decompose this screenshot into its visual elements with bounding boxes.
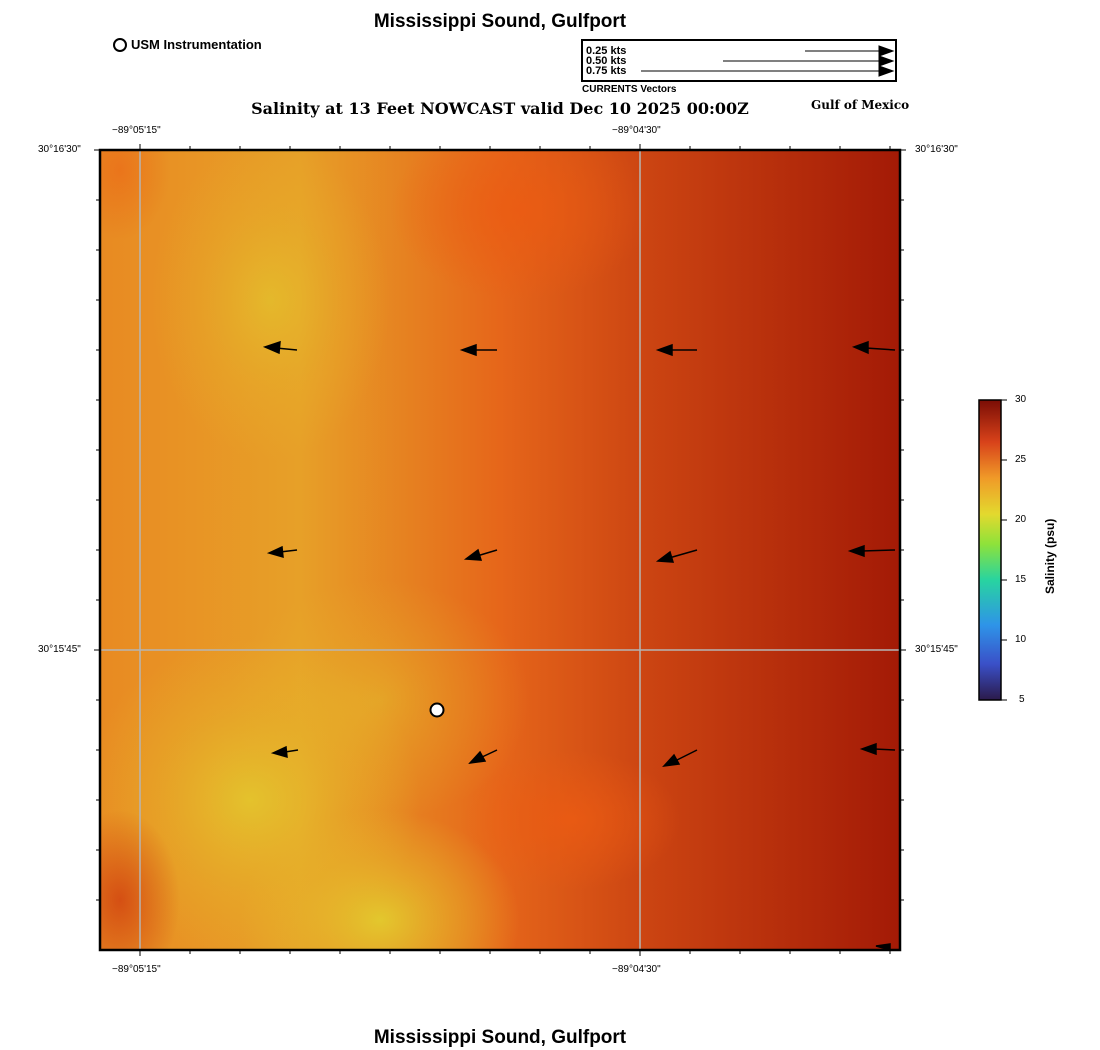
instrument-marker-icon — [113, 37, 127, 52]
current-vector — [847, 544, 896, 558]
current-vector — [662, 749, 698, 768]
current-vector — [262, 340, 298, 355]
current-vector — [875, 943, 891, 951]
colorbar-label-20: 20 — [1015, 514, 1027, 525]
current-vector — [270, 745, 299, 759]
vector-legend-caption: CURRENTS Vectors — [582, 84, 677, 95]
vector-legend-label-2: 0.50 kts — [586, 55, 627, 67]
colorbar-title: Salinity (psu) — [1043, 518, 1057, 594]
current-vector — [266, 545, 298, 559]
left-lat-label-2: 30°15'45" — [38, 644, 81, 655]
bottom-lon-label-1: −89°05'15" — [112, 964, 161, 975]
map-subtitle: Salinity at 13 Feet NOWCAST valid Dec 10… — [251, 99, 749, 118]
colorbar-label-5: 5 — [1019, 694, 1025, 705]
colorbar-label-25: 25 — [1015, 454, 1027, 465]
current-vector — [655, 549, 698, 563]
colorbar-ticks — [1001, 399, 1007, 701]
salinity-field — [100, 150, 900, 950]
top-lon-label-2: −89°04'30" — [612, 125, 661, 136]
right-lat-label-2: 30°15'45" — [915, 644, 958, 655]
vector-legend-label-3: 0.75 kts — [586, 65, 627, 77]
current-vectors — [262, 340, 896, 951]
region-label: Gulf of Mexico — [811, 98, 910, 112]
current-vector — [459, 343, 497, 357]
right-lat-label-1: 30°16'30" — [915, 144, 958, 155]
colorbar-label-30: 30 — [1015, 394, 1027, 405]
graticule — [100, 150, 900, 950]
map-title-bottom: Mississippi Sound, Gulfport — [373, 1027, 627, 1048]
colorbar — [978, 399, 1002, 701]
bottom-lon-label-2: −89°04'30" — [612, 964, 661, 975]
current-vector-legend: 0.25 kts 0.50 kts 0.75 kts — [581, 39, 897, 82]
top-lon-label-1: −89°05'15" — [112, 125, 161, 136]
vector-legend-label-1: 0.25 kts — [586, 45, 627, 57]
vector-legend-arrows — [641, 45, 895, 77]
usm-instrument-marker[interactable] — [429, 702, 445, 718]
current-vector — [859, 742, 896, 756]
current-vector — [655, 343, 697, 357]
instrument-legend: USM Instrumentation — [113, 37, 262, 52]
current-vector — [851, 340, 896, 355]
current-vector — [468, 749, 498, 765]
left-lat-label-1: 30°16'30" — [38, 144, 81, 155]
colorbar-label-15: 15 — [1015, 574, 1027, 585]
colorbar-label-10: 10 — [1015, 634, 1027, 645]
frame-ticks — [94, 144, 906, 956]
current-vector — [463, 548, 498, 561]
instrument-legend-label: USM Instrumentation — [131, 37, 262, 52]
map-title-top: Mississippi Sound, Gulfport — [373, 11, 627, 32]
